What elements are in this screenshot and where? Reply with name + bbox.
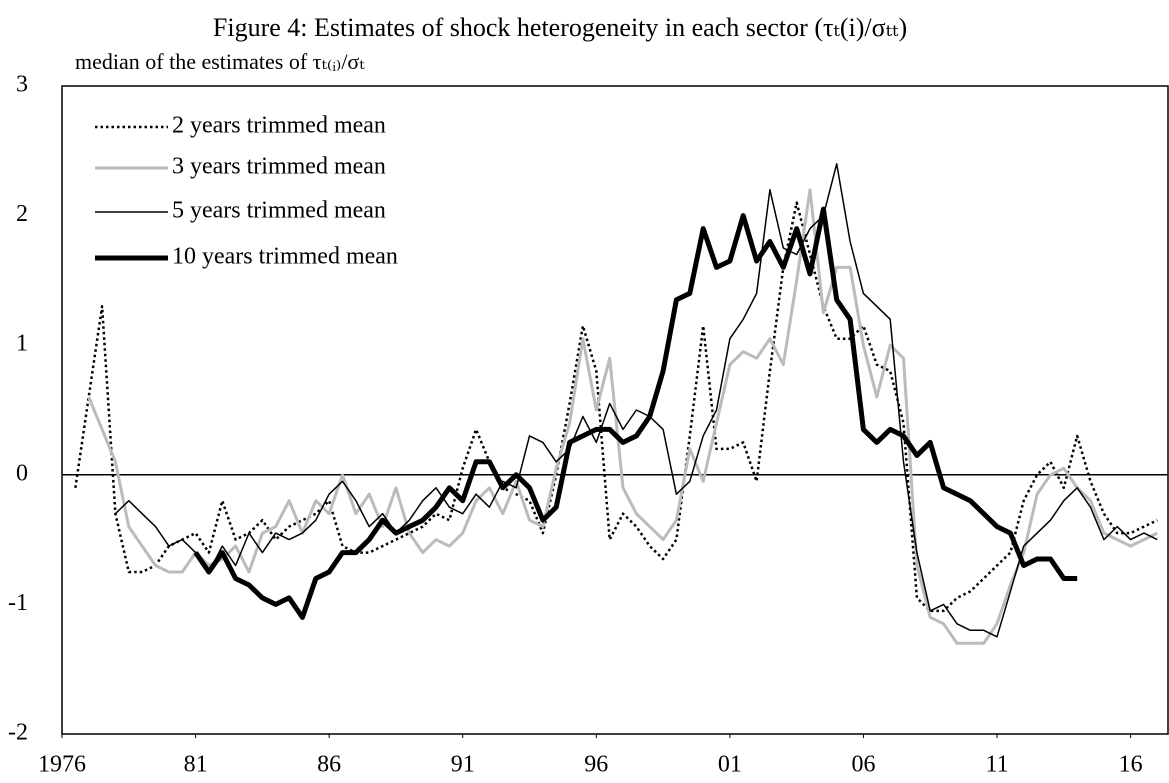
x-tick-label: 86 [317,752,341,778]
x-tick-label: 91 [451,752,475,778]
y-tick-label: 2 [16,201,28,227]
x-tick-label: 96 [584,752,608,778]
legend-label: 3 years trimmed mean [172,154,386,180]
series-line [114,163,1158,638]
x-tick-label: 16 [1119,752,1143,778]
y-tick-label: 3 [16,72,28,98]
y-tick-label: -1 [8,590,28,616]
plot-frame [61,85,1169,735]
series-line [74,201,1158,613]
legend-label: 2 years trimmed mean [172,113,386,139]
legend-label: 5 years trimmed mean [172,198,386,224]
x-tick-label: 06 [851,752,875,778]
y-tick-label: 1 [16,331,28,357]
x-tick-label: 1976 [38,752,86,778]
x-tick-label: 01 [718,752,742,778]
series-line [193,206,1078,620]
series-line [87,188,1158,645]
chart-subtitle: median of the estimates of τₜ₍ᵢ₎/σₜ [75,49,365,74]
y-tick-label: 0 [16,460,28,486]
x-tick-label: 11 [985,752,1008,778]
x-tick-label: 81 [184,752,208,778]
y-tick-label: -2 [8,720,28,746]
chart-title: Figure 4: Estimates of shock heterogenei… [213,13,907,42]
legend-label: 10 years trimmed mean [172,244,398,270]
